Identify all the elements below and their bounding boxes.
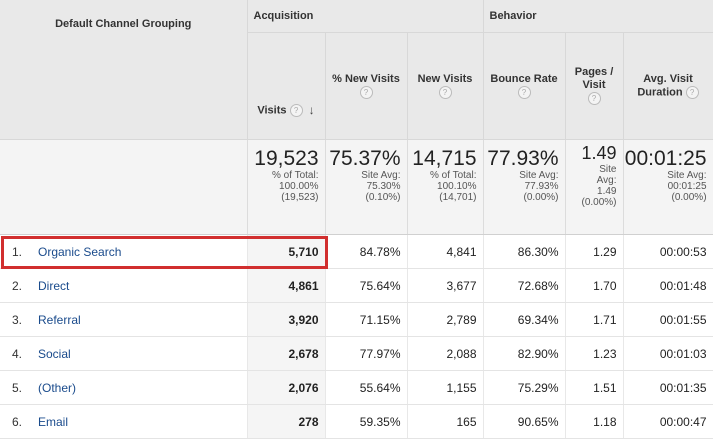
avg-duration-cell: 00:01:03 — [623, 336, 713, 371]
pages-visit-column-header[interactable]: Pages / Visit ? — [565, 32, 624, 140]
table-row: 4. Social 2,678 77.97% 2,088 82.90% 1.23 … — [0, 336, 713, 371]
new-visits-pct-cell: 55.64% — [325, 370, 408, 405]
help-icon[interactable]: ? — [517, 85, 531, 99]
new-visits-pct-cell: 75.64% — [325, 268, 408, 303]
avg-duration-cell: 00:01:55 — [623, 302, 713, 337]
table-row: 1. Organic Search 5,710 84.78% 4,841 86.3… — [0, 234, 713, 269]
channel-link-direct[interactable]: Direct — [38, 278, 70, 293]
table-row: 2. Direct 4,861 75.64% 3,677 72.68% 1.70 … — [0, 268, 713, 303]
channel-link-other[interactable]: (Other) — [38, 380, 77, 395]
new-visits-pct-cell: 71.15% — [325, 302, 408, 337]
total-pages-visit: 1.49 Site Avg: 1.49 (0.00%) — [565, 139, 624, 235]
visits-column-header[interactable]: Visits ? ↓ — [247, 32, 326, 140]
new-visits-cell: 1,155 — [407, 370, 484, 405]
bounce-rate-cell: 72.68% — [483, 268, 566, 303]
row-index: 5. — [12, 380, 23, 395]
pages-visit-cell: 1.71 — [565, 302, 624, 337]
visits-cell: 2,678 — [247, 336, 326, 371]
pages-visit-cell: 1.29 — [565, 234, 624, 269]
avg-duration-header-label-2: Duration — [637, 86, 683, 99]
bounce-rate-column-header[interactable]: Bounce Rate ? — [483, 32, 566, 140]
total-bounce-rate: 77.93% Site Avg: 77.93% (0.00%) — [483, 139, 566, 235]
visits-header-label: Visits — [257, 104, 287, 116]
new-visits-pct-cell: 59.35% — [325, 404, 408, 439]
acquisition-group-header: Acquisition — [247, 0, 484, 33]
total-new-visits: 14,715 % of Total: 100.10% (14,701) — [407, 139, 484, 235]
pages-visit-header-label-2: Visit — [582, 79, 606, 92]
visits-cell: 2,076 — [247, 370, 326, 405]
help-icon[interactable]: ? — [685, 85, 699, 99]
table-row: 6. Email 278 59.35% 165 90.65% 1.18 00:00… — [0, 404, 713, 439]
bounce-rate-cell: 86.30% — [483, 234, 566, 269]
avg-duration-cell: 00:00:53 — [623, 234, 713, 269]
avg-duration-column-header[interactable]: Avg. Visit Duration ? — [623, 32, 713, 140]
total-new-visits-pct: 75.37% Site Avg: 75.30% (0.10%) — [325, 139, 408, 235]
row-index: 2. — [12, 278, 23, 293]
channel-link-referral[interactable]: Referral — [38, 312, 81, 327]
new-visits-cell: 4,841 — [407, 234, 484, 269]
table-row: 5. (Other) 2,076 55.64% 1,155 75.29% 1.51… — [0, 370, 713, 405]
help-icon[interactable]: ? — [438, 85, 452, 99]
new-visits-cell: 2,789 — [407, 302, 484, 337]
new-visits-cell: 165 — [407, 404, 484, 439]
channel-link-organic-search[interactable]: Organic Search — [38, 244, 122, 259]
new-visits-cell: 3,677 — [407, 268, 484, 303]
bounce-rate-cell: 82.90% — [483, 336, 566, 371]
channel-link-email[interactable]: Email — [38, 414, 69, 429]
new-visits-column-header[interactable]: New Visits ? — [407, 32, 484, 140]
avg-duration-cell: 00:00:47 — [623, 404, 713, 439]
visits-cell: 278 — [247, 404, 326, 439]
visits-cell: 4,861 — [247, 268, 326, 303]
row-index: 1. — [12, 244, 23, 259]
behavior-group-header: Behavior — [483, 0, 713, 33]
bounce-rate-cell: 75.29% — [483, 370, 566, 405]
dimension-header-label: Default Channel Grouping — [55, 18, 192, 30]
totals-row: 19,523 % of Total: 100.00% (19,523) 75.3… — [0, 139, 713, 235]
total-visits: 19,523 % of Total: 100.00% (19,523) — [247, 139, 326, 235]
avg-duration-cell: 00:01:48 — [623, 268, 713, 303]
help-icon[interactable]: ? — [289, 103, 303, 117]
sort-descending-icon[interactable]: ↓ — [308, 102, 315, 117]
bounce-rate-header-label: Bounce Rate — [490, 72, 558, 85]
row-index: 3. — [12, 312, 23, 327]
dimension-header[interactable]: Default Channel Grouping — [0, 0, 248, 140]
row-index: 6. — [12, 414, 23, 429]
pages-visit-cell: 1.23 — [565, 336, 624, 371]
help-icon[interactable]: ? — [359, 85, 373, 99]
table-row: 3. Referral 3,920 71.15% 2,789 69.34% 1.7… — [0, 302, 713, 337]
pages-visit-header-label-1: Pages / — [574, 66, 614, 79]
channel-link-social[interactable]: Social — [38, 346, 71, 361]
pages-visit-cell: 1.70 — [565, 268, 624, 303]
total-avg-duration: 00:01:25 Site Avg: 00:01:25 (0.00%) — [623, 139, 713, 235]
new-visits-cell: 2,088 — [407, 336, 484, 371]
visits-cell: 5,710 — [247, 234, 326, 269]
avg-duration-header-label-1: Avg. Visit — [643, 72, 693, 85]
pages-visit-cell: 1.51 — [565, 370, 624, 405]
new-visits-pct-cell: 77.97% — [325, 336, 408, 371]
visits-cell: 3,920 — [247, 302, 326, 337]
totals-label-cell — [0, 139, 248, 235]
pages-visit-cell: 1.18 — [565, 404, 624, 439]
bounce-rate-cell: 69.34% — [483, 302, 566, 337]
avg-duration-cell: 00:01:35 — [623, 370, 713, 405]
new-visits-pct-cell: 84.78% — [325, 234, 408, 269]
help-icon[interactable]: ? — [587, 92, 601, 106]
new-visits-pct-column-header[interactable]: % New Visits ? — [325, 32, 408, 140]
row-index: 4. — [12, 346, 23, 361]
new-visits-header-label: New Visits — [417, 72, 473, 85]
new-visits-pct-header-label: % New Visits — [332, 72, 400, 85]
bounce-rate-cell: 90.65% — [483, 404, 566, 439]
